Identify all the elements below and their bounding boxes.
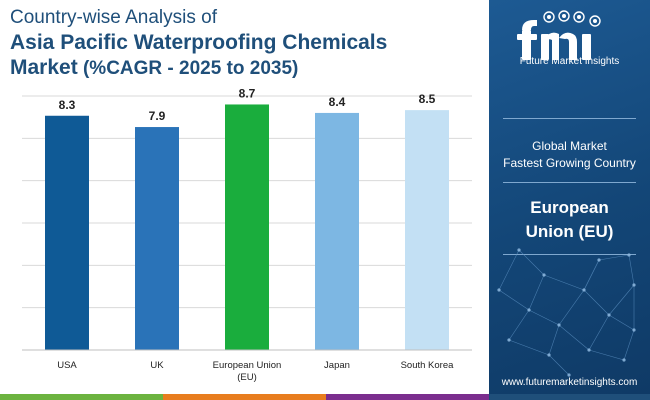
highlight-panel: Future Market Insights Global Market Fas…	[489, 0, 650, 394]
panel-label-line-1: Global Market	[532, 139, 607, 153]
title-cagr: (%CAGR - 2025 to 2035)	[82, 58, 299, 79]
bar-chart: 8.3 USA 7.9 UK 8.7 European Union(EU) 8.4 Japan…	[22, 86, 472, 383]
chart-title: Country-wise Analysis of Asia Pacific Wa…	[10, 6, 480, 81]
title-line-2: Asia Pacific Waterproofing Chemicals	[10, 31, 388, 54]
panel-divider-bottom	[503, 254, 636, 255]
panel-divider-middle	[503, 182, 636, 183]
panel-label-line-2: Fastest Growing Country	[503, 156, 636, 170]
bottom-strip-green	[0, 394, 163, 400]
panel-value-line-2: Union (EU)	[525, 222, 614, 241]
bottom-strip-orange	[163, 394, 326, 400]
data-label-2: 8.7	[239, 86, 256, 100]
bar-2	[225, 104, 269, 350]
bottom-strip-navy	[489, 394, 650, 400]
data-label-3: 8.4	[329, 95, 346, 109]
data-label-1: 7.9	[149, 109, 166, 123]
bar-4	[405, 110, 449, 350]
title-line-1: Country-wise Analysis of	[10, 7, 217, 28]
x-tick-label-3-0: Japan	[324, 360, 350, 371]
bottom-strip-purple	[326, 394, 489, 400]
data-label-0: 8.3	[59, 98, 76, 112]
bar-1	[135, 127, 179, 351]
x-tick-label-1-0: UK	[150, 360, 164, 371]
bar-3	[315, 112, 359, 350]
panel-divider-top	[503, 118, 636, 119]
data-label-4: 8.5	[419, 92, 436, 106]
panel-value-line-1: European	[530, 198, 609, 217]
title-market: Market	[10, 56, 78, 79]
network-pattern-icon	[497, 248, 636, 377]
x-tick-label-2-0: European Union	[213, 360, 282, 371]
bar-0	[45, 115, 89, 350]
x-tick-label-4-0: South Korea	[401, 360, 455, 371]
title-line-3: Market (%CAGR - 2025 to 2035)	[10, 56, 480, 81]
website-link[interactable]: www.futuremarketinsights.com	[501, 377, 638, 388]
fmi-logo-icon	[517, 10, 601, 60]
x-tick-label-2-1: (EU)	[237, 372, 257, 383]
brand-name: Future Market Insights	[519, 56, 620, 67]
x-tick-label-0-0: USA	[57, 360, 77, 371]
